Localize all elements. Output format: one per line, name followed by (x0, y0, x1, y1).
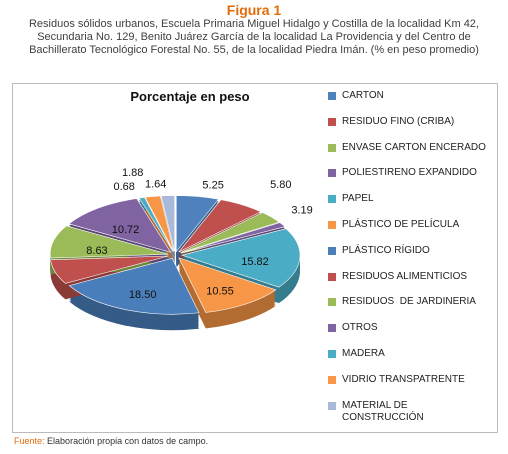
slice (178, 257, 277, 313)
chart-title: Porcentaje en peso (130, 89, 249, 104)
data-label: 1.88 (122, 167, 143, 179)
legend-swatch (328, 298, 336, 307)
legend-item: POLIESTIRENO EXPANDIDO (328, 167, 488, 193)
slice (49, 225, 169, 259)
legend-swatch (328, 324, 336, 333)
legend-item: OTROS (328, 322, 488, 348)
slice (180, 228, 301, 288)
data-label: 5.80 (270, 179, 291, 191)
slice (144, 195, 175, 252)
legend-swatch (328, 220, 336, 229)
legend-item: RESIDUO FINO (CRIBA) (328, 116, 488, 142)
figure-label: Figura 1 (226, 2, 282, 18)
slice (68, 257, 200, 315)
legend-label: PLÁSTICO DE PELÍCULA (342, 218, 460, 230)
legend-item: VIDRIO TRANSPATRENTE (328, 374, 488, 400)
legend-item: ENVASE CARTON ENCERADO (328, 142, 488, 168)
legend-swatch (328, 195, 336, 204)
caption: Residuos sólidos urbanos, Escuela Primar… (28, 18, 479, 56)
chart: Porcentaje en peso 5.255.803.191.2315.82… (49, 89, 313, 331)
data-label: 15.82 (241, 256, 269, 268)
legend-swatch (328, 169, 336, 178)
legend-label: MATERIAL DE CONSTRUCCIÓN (342, 399, 424, 423)
source-label: Fuente: (14, 436, 45, 446)
legend-swatch (328, 401, 336, 410)
legend-label: CARTON (342, 90, 384, 101)
slice (178, 199, 262, 253)
data-label: 10.72 (112, 224, 140, 236)
data-label: 5.25 (202, 179, 223, 191)
legend-item: MATERIAL DE CONSTRUCCIÓN (328, 400, 488, 426)
legend-item: PLÁSTICO DE PELÍCULA (328, 219, 488, 245)
legend: CARTON RESIDUO FINO (CRIBA) ENVASE CARTON … (328, 90, 488, 425)
legend-label: OTROS (342, 322, 378, 334)
legend-item: RESIDUOS ALIMENTICIOS (328, 271, 488, 297)
slice (180, 222, 286, 254)
source: Fuente: Elaboración propia con datos de … (14, 436, 208, 446)
slice (180, 212, 280, 254)
legend-label: PLÁSTICO RÍGIDO (342, 244, 430, 256)
legend-item: PLÁSTICO RÍGIDO (328, 245, 488, 271)
legend-label: VIDRIO TRANSPATRENTE (342, 373, 465, 385)
legend-label: RESIDUOS ALIMENTICIOS (342, 270, 468, 282)
legend-swatch (328, 246, 336, 255)
legend-swatch (328, 375, 336, 384)
source-text: Elaboración propia con datos de campo. (47, 436, 209, 446)
legend-label: MADERA (342, 347, 385, 359)
legend-label: RESIDUO FINO (CRIBA) (342, 115, 455, 127)
slice (138, 196, 174, 252)
slice (160, 195, 175, 252)
legend-item: RESIDUOS DE JARDINERIA (328, 296, 488, 322)
data-label: 18.50 (129, 289, 157, 301)
data-label: 8.63 (86, 245, 107, 257)
legend-item: CARTON (328, 90, 488, 116)
data-label: 0.68 (114, 181, 135, 193)
legend-swatch (328, 117, 336, 126)
chart-frame (12, 83, 498, 433)
legend-label: PAPEL (342, 193, 374, 205)
legend-label: POLIESTIRENO EXPANDIDO (342, 167, 477, 179)
legend-item: PAPEL (328, 193, 488, 219)
legend-label: ENVASE CARTON ENCERADO (342, 141, 486, 153)
slice (50, 255, 169, 284)
legend-swatch (328, 143, 336, 152)
slice (68, 198, 172, 253)
slice (175, 195, 219, 253)
data-label: 3.19 (291, 204, 312, 216)
legend-swatch (328, 272, 336, 281)
data-label: 1.64 (145, 178, 166, 190)
legend-swatch (328, 92, 336, 100)
legend-label: RESIDUOS DE JARDINERIA (342, 296, 476, 308)
data-label: 10.55 (206, 286, 234, 298)
legend-swatch (328, 349, 336, 358)
legend-item: MADERA (328, 348, 488, 374)
